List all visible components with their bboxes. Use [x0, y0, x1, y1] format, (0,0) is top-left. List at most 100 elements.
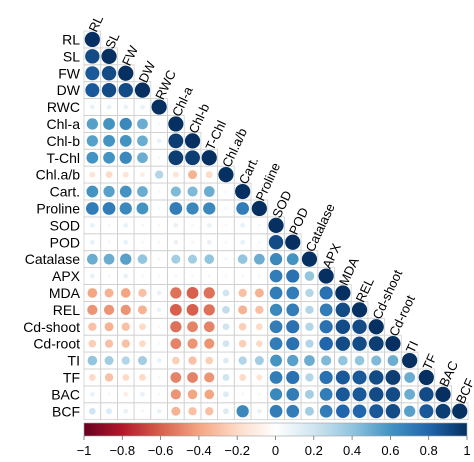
- correlation-circle: [207, 274, 211, 278]
- correlation-circle: [156, 358, 162, 363]
- correlation-circle: [137, 254, 148, 264]
- correlation-circle: [122, 374, 130, 381]
- row-labels: RLSLFWDWRWCChl-aChl-bT-ChlChl.a/bCart.Pr…: [23, 31, 81, 419]
- correlation-circle: [156, 290, 162, 296]
- correlation-circle: [89, 171, 96, 178]
- diagonal-label: FW: [119, 43, 141, 68]
- correlation-circle: [204, 389, 215, 400]
- row-label: Chl-a: [47, 116, 81, 132]
- correlation-circle: [286, 269, 300, 283]
- correlation-circle: [157, 257, 161, 261]
- correlation-circle: [140, 274, 145, 278]
- correlation-circle: [140, 223, 145, 228]
- correlation-circle: [85, 83, 100, 98]
- correlation-circle: [269, 253, 283, 266]
- colorbar-gradient: [83, 422, 468, 437]
- correlation-circle: [321, 355, 332, 366]
- correlation-circle: [257, 274, 262, 278]
- row-label: Proline: [36, 200, 80, 216]
- correlation-circle: [120, 253, 132, 265]
- correlation-circle: [186, 287, 199, 299]
- correlation-circle: [106, 408, 112, 415]
- correlation-circle: [187, 186, 198, 197]
- correlation-circle: [121, 356, 130, 365]
- correlation-circle: [102, 202, 116, 215]
- correlation-circle: [157, 223, 161, 228]
- correlation-circle: [352, 404, 367, 419]
- correlation-circle: [170, 389, 181, 400]
- correlation-circle: [418, 369, 434, 386]
- diagonal-label: SOD: [269, 188, 295, 220]
- correlation-circle: [187, 338, 198, 349]
- correlation-circle: [368, 319, 384, 335]
- correlation-circle: [168, 133, 184, 149]
- correlation-circle: [203, 202, 216, 215]
- correlation-circle: [156, 307, 162, 313]
- correlation-circle: [105, 171, 113, 179]
- correlation-circle: [190, 240, 195, 244]
- correlation-circle: [122, 171, 129, 178]
- correlation-circle: [168, 150, 184, 166]
- correlation-circle: [107, 223, 111, 228]
- correlation-circle: [222, 323, 230, 331]
- correlation-circle: [253, 253, 265, 265]
- correlation-circle: [87, 304, 98, 315]
- colorbar-tick-label: −0.4: [186, 443, 212, 458]
- correlation-circle: [204, 254, 215, 264]
- correlation-circle: [85, 66, 100, 81]
- correlation-circle: [269, 286, 283, 300]
- correlation-circle: [239, 374, 247, 381]
- correlation-circle: [184, 133, 201, 149]
- colorbar-tick-label: 1: [463, 443, 470, 458]
- correlation-circle: [335, 302, 351, 318]
- correlation-circle: [286, 370, 300, 385]
- correlation-circle: [120, 288, 131, 298]
- correlation-circle: [157, 341, 161, 346]
- diagonal-label: Cart.: [236, 154, 262, 186]
- row-label: Cd-root: [33, 336, 80, 352]
- correlation-circle: [88, 339, 97, 348]
- correlation-circle: [335, 387, 350, 402]
- correlation-circle: [107, 240, 111, 244]
- correlation-circle: [123, 391, 129, 397]
- correlation-circle: [255, 305, 264, 315]
- correlation-circle: [187, 389, 198, 400]
- correlation-circle: [157, 392, 161, 397]
- diagonal-label: BCF: [453, 376, 474, 406]
- correlation-circle: [203, 186, 215, 197]
- correlation-circle: [123, 104, 129, 110]
- colorbar-tick-label: −0.8: [109, 443, 135, 458]
- correlation-circle: [371, 355, 382, 366]
- row-label: POD: [50, 234, 80, 250]
- correlation-circle: [235, 183, 251, 200]
- correlation-circle: [187, 321, 198, 333]
- correlation-circle: [286, 253, 299, 266]
- correlation-circle: [137, 118, 148, 130]
- correlation-circle: [203, 304, 215, 316]
- correlation-circle: [140, 240, 145, 244]
- correlation-circle: [319, 387, 333, 401]
- correlation-circle: [172, 171, 179, 178]
- correlation-circle: [238, 288, 247, 298]
- correlation-circle: [352, 370, 367, 385]
- correlation-circle: [304, 389, 314, 399]
- correlation-circle: [269, 269, 283, 283]
- diagonal-label: MDA: [336, 255, 362, 288]
- row-label: SL: [63, 48, 80, 64]
- row-label: MDA: [49, 285, 81, 301]
- correlation-circle: [387, 355, 399, 366]
- correlation-circle: [84, 31, 100, 48]
- correlation-circle: [319, 404, 333, 418]
- correlation-circle: [269, 337, 283, 351]
- colorbar-tick-label: 0.6: [381, 443, 399, 458]
- row-label: Cart.: [50, 184, 80, 200]
- correlation-circle: [104, 356, 114, 366]
- row-label: RL: [62, 31, 80, 47]
- correlation-circle: [224, 189, 228, 194]
- correlation-circle: [123, 408, 129, 414]
- correlation-circle: [304, 406, 314, 416]
- colorbar-ticks: −1 −0.8 −0.6 −0.4 −0.2 0 0.2 0.4 0.6 0.8 1: [77, 436, 471, 458]
- correlation-circle: [223, 357, 229, 364]
- row-label: RWC: [47, 99, 80, 115]
- correlation-circle: [88, 374, 96, 381]
